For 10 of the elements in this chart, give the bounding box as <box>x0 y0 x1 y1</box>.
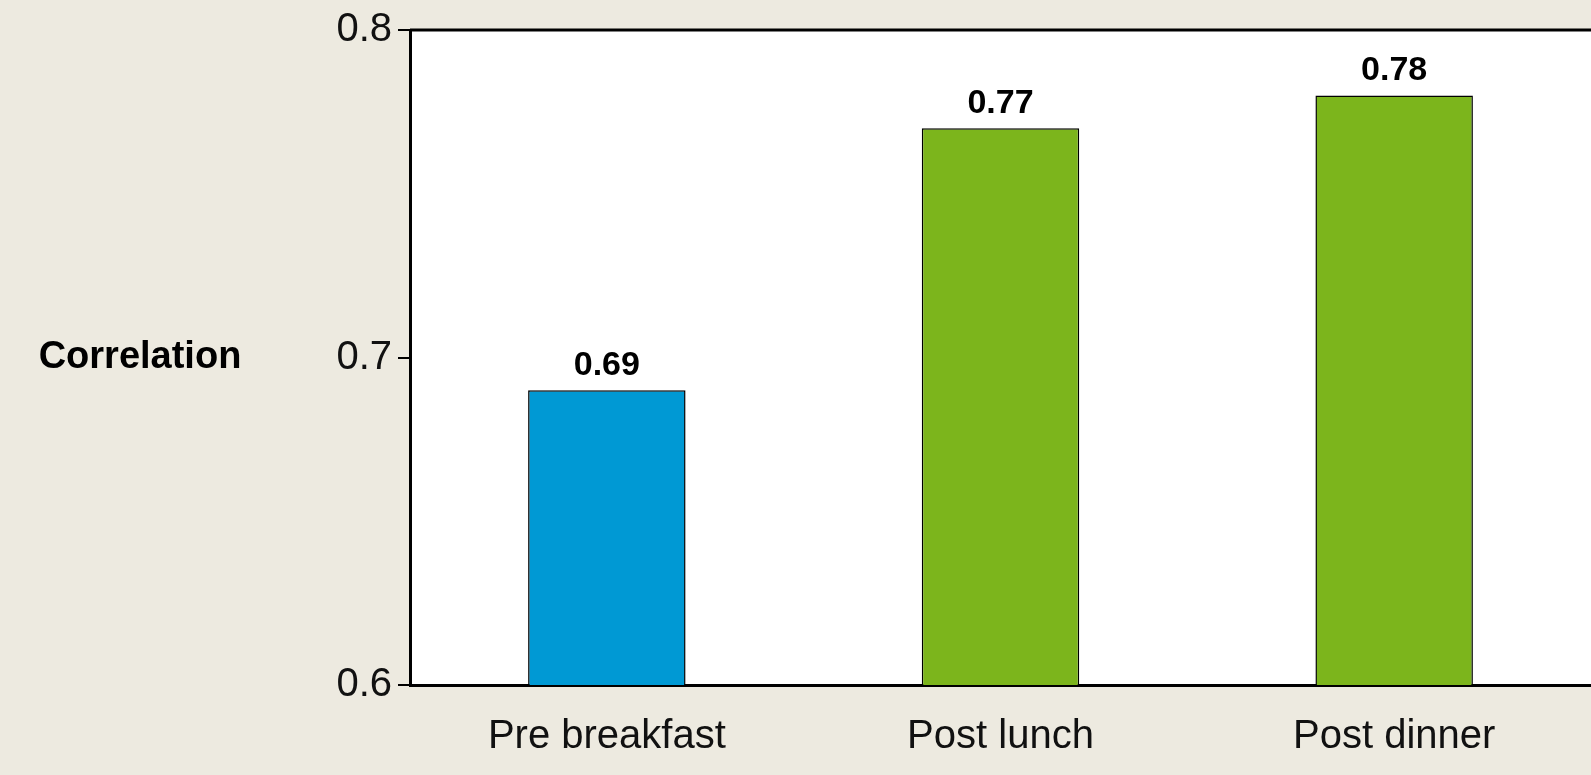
x-tick-label: Post dinner <box>1292 712 1496 757</box>
data-label: 0.77 <box>967 81 1034 120</box>
y-tick-label: 0.8 <box>336 5 392 50</box>
data-label: 0.69 <box>573 343 640 382</box>
x-tick-label: Pre breakfast <box>487 712 726 757</box>
y-tick-label: 0.7 <box>336 332 392 377</box>
y-axis-title: Correlation <box>38 333 242 376</box>
x-tick-label: Post lunch <box>907 712 1094 757</box>
y-tick-label: 0.6 <box>336 660 392 705</box>
data-label: 0.78 <box>1361 48 1428 87</box>
